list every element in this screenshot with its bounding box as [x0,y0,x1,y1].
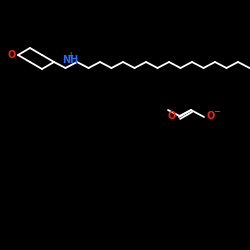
Text: −: − [214,108,220,116]
Text: O: O [8,50,16,60]
Text: O: O [207,111,215,121]
Text: NH: NH [62,55,78,65]
Text: O: O [168,111,176,121]
Text: +: + [67,52,73,60]
